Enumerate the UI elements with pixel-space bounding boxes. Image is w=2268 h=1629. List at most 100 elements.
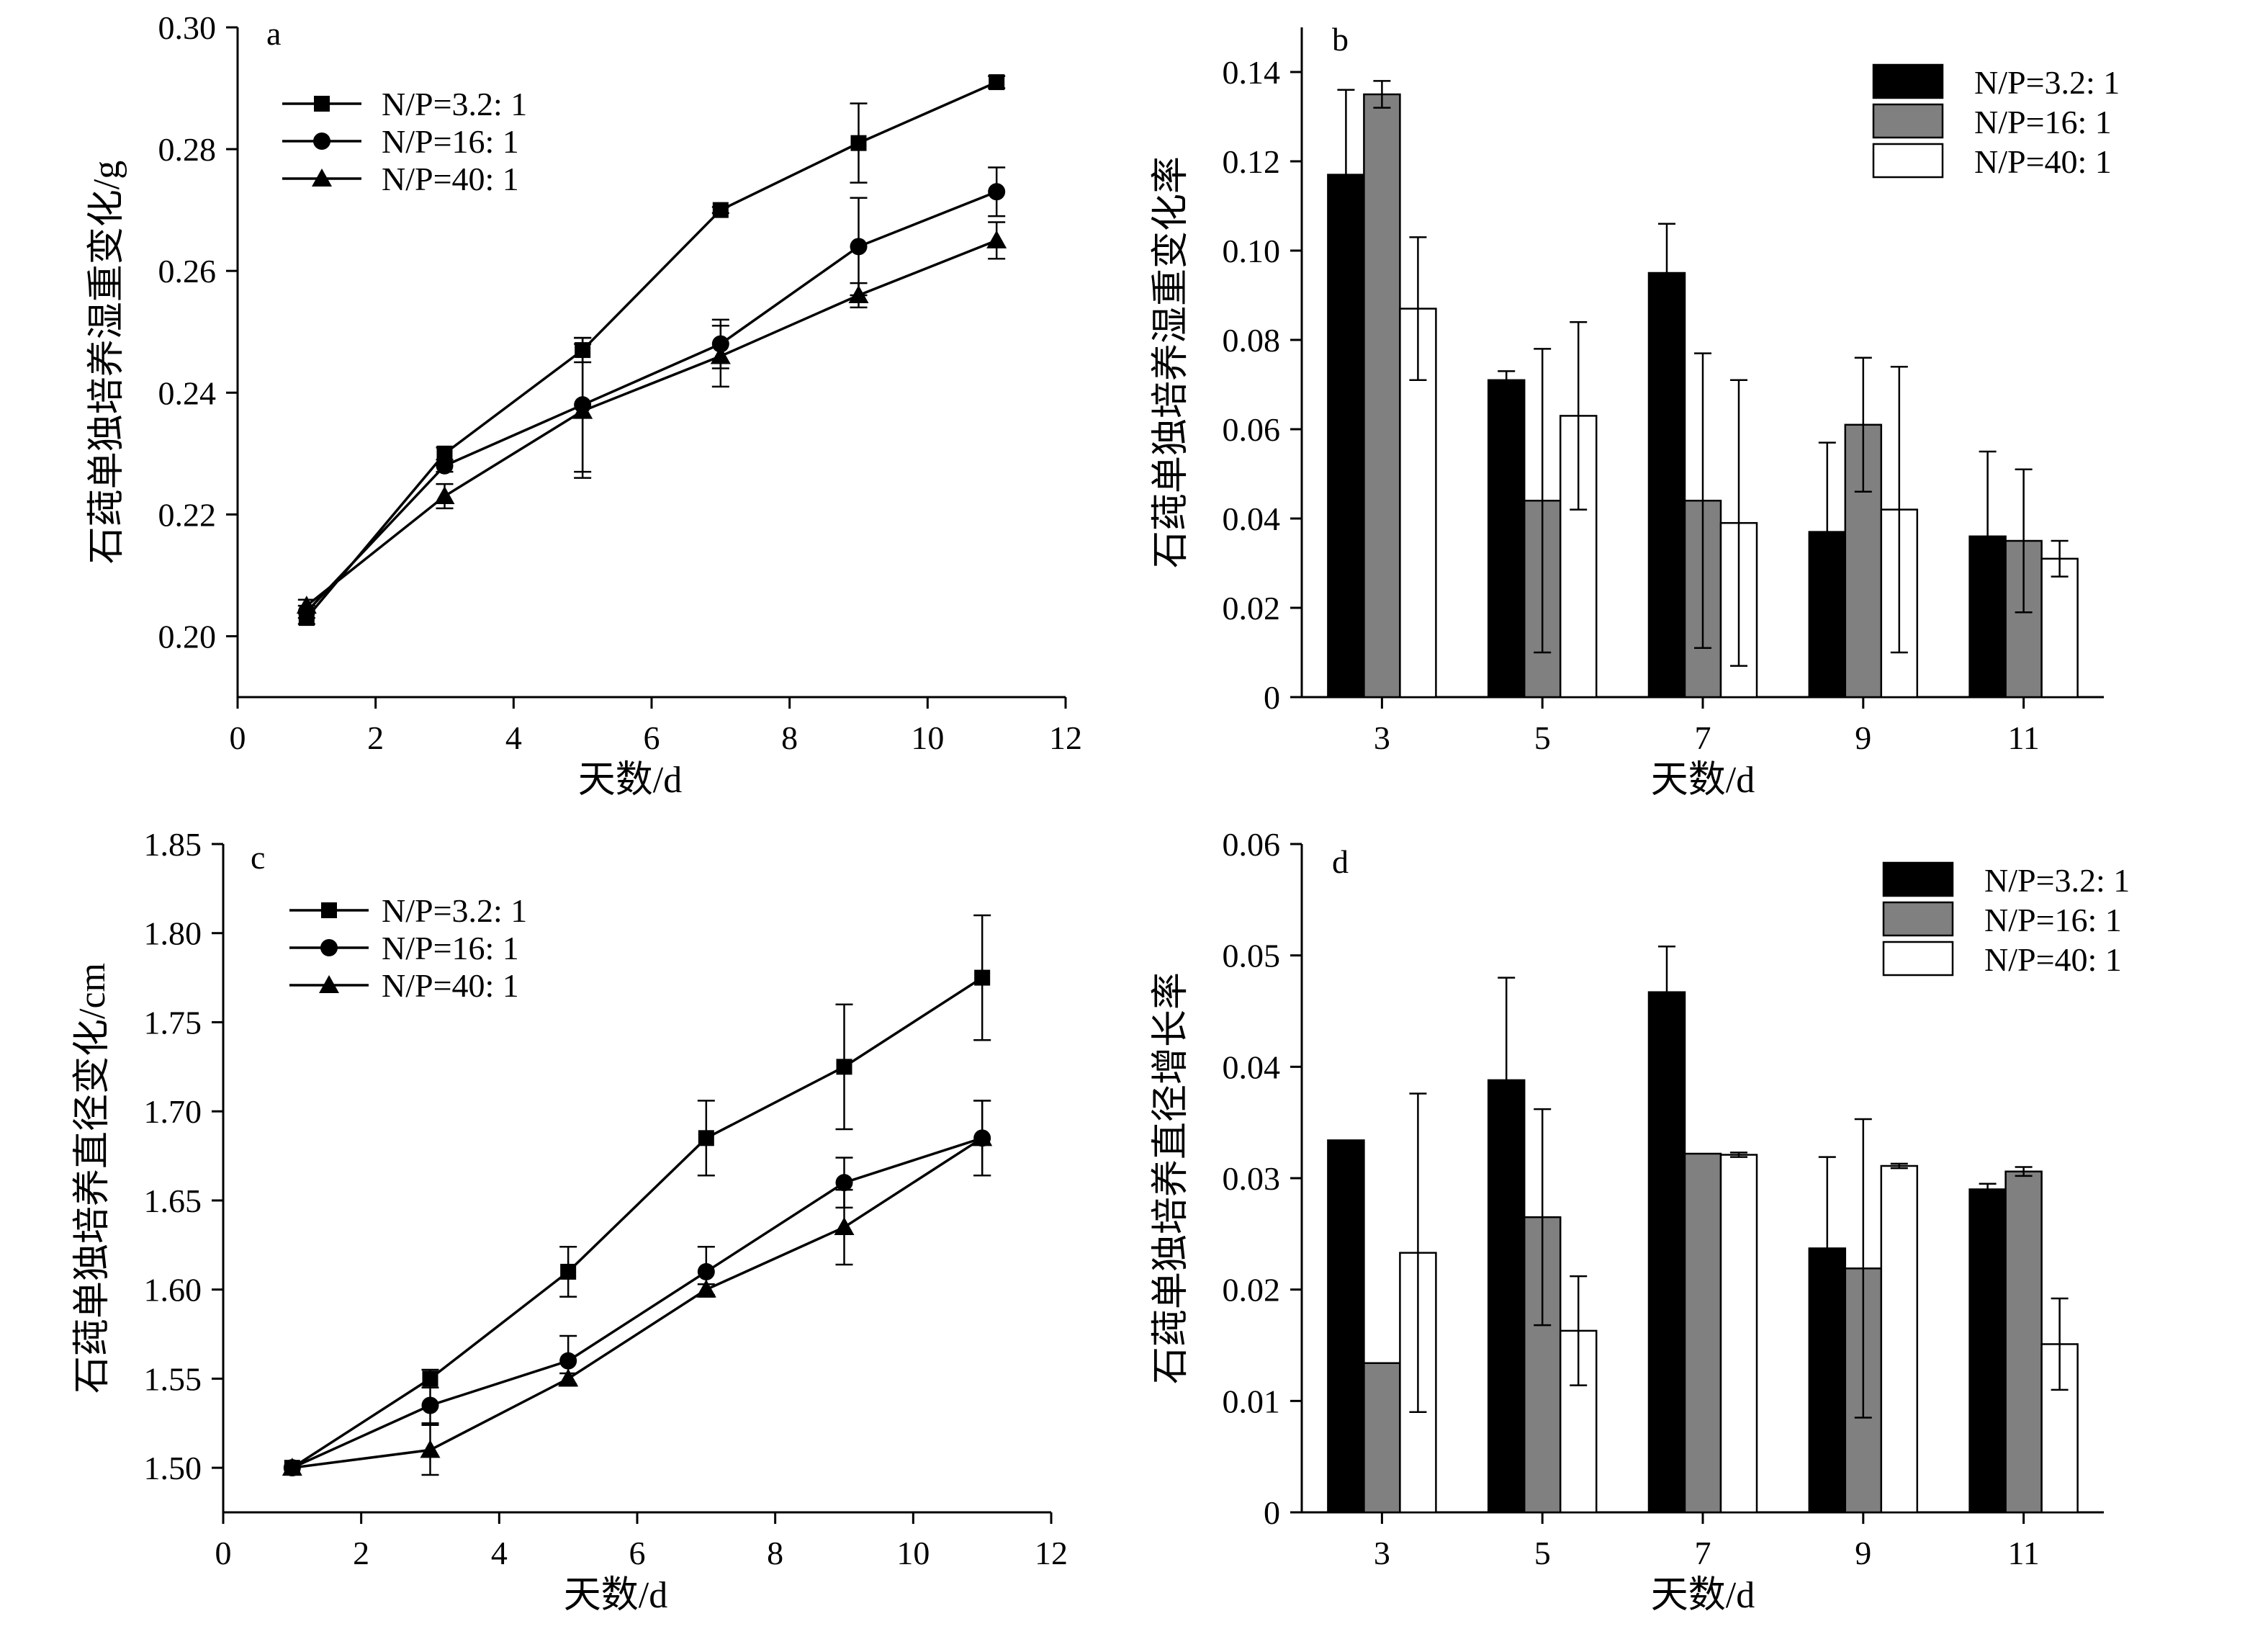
legend-label: N/P=40: 1 (382, 161, 519, 197)
data-point (572, 400, 593, 419)
y-tick-label: 0 (1264, 679, 1280, 716)
x-tick-label: 5 (1534, 1535, 1551, 1571)
data-point (712, 202, 729, 218)
x-tick-label: 5 (1534, 719, 1551, 756)
bar (2004, 1170, 2043, 1514)
data-point (988, 183, 1006, 201)
x-tick-label: 8 (767, 1535, 783, 1571)
panel-d-bar-chart: 0 0.01 0.02 0.03 0.04 0.05 0.06 3 5 7 9 11 天数/d 石莼单独培… (1151, 826, 2130, 1616)
data-point (850, 238, 868, 256)
y-tick-label: 0.26 (158, 253, 217, 290)
legend-swatch (1872, 63, 1944, 99)
x-tick-label: 8 (781, 719, 798, 756)
data-point (850, 135, 867, 151)
x-tick-label: 9 (1855, 1535, 1871, 1571)
y-axis-label: 石莼单独培养湿重变化/g (86, 161, 127, 564)
y-tick-label: 1.65 (144, 1183, 202, 1219)
x-tick-label: 2 (367, 719, 384, 756)
bar (1968, 1188, 2007, 1514)
y-tick-label: 0.03 (1223, 1160, 1281, 1197)
series-line (292, 1136, 983, 1469)
x-tick-label: 6 (629, 1535, 646, 1571)
y-tick-label: 1.50 (144, 1450, 202, 1486)
y-tick-label: 0.05 (1223, 938, 1281, 974)
data-point (558, 1368, 579, 1387)
y-tick-label: 0.10 (1223, 233, 1281, 269)
legend-marker (320, 939, 338, 956)
legend-label: N/P=40: 1 (1974, 143, 2112, 180)
legend-swatch (1882, 901, 1954, 937)
y-tick-label: 0.30 (158, 9, 217, 46)
y-tick-label: 0.14 (1223, 54, 1281, 91)
data-point (974, 969, 991, 986)
data-point (697, 1262, 715, 1280)
bar (1880, 1164, 1919, 1514)
data-point (848, 285, 869, 303)
bar (1719, 1154, 1758, 1514)
legend-marker (314, 96, 330, 112)
bar (1647, 991, 1686, 1514)
data-point (422, 1370, 438, 1387)
legend-marker (319, 975, 339, 993)
panel-c-line-chart: 1.50 1.55 1.60 1.65 1.70 1.75 1.80 1.85 0 2 4 6 8 10 1… (72, 826, 1068, 1616)
bar (1327, 174, 1365, 699)
bar (1647, 272, 1686, 699)
y-tick-label: 0 (1264, 1494, 1280, 1531)
y-tick-label: 0.06 (1223, 411, 1281, 448)
x-tick-label: 7 (1695, 1535, 1711, 1571)
legend-marker (313, 133, 330, 150)
legend-label: N/P=16: 1 (1974, 104, 2112, 140)
data-point (420, 1440, 441, 1458)
y-tick-label: 0.20 (158, 618, 217, 655)
legend-label: N/P=40: 1 (382, 967, 519, 1004)
data-point (296, 596, 317, 614)
data-point (710, 346, 731, 364)
y-tick-label: 1.75 (144, 1004, 202, 1041)
y-tick-label: 0.02 (1223, 1272, 1281, 1309)
x-tick-label: 12 (1035, 1535, 1068, 1571)
y-tick-label: 0.04 (1223, 1049, 1281, 1085)
data-point (559, 1352, 577, 1370)
y-tick-label: 0.28 (158, 131, 217, 168)
data-point (696, 1279, 716, 1298)
legend-swatch (1882, 941, 1954, 977)
data-point (989, 74, 1005, 91)
data-point (560, 1263, 577, 1280)
x-tick-label: 10 (911, 719, 944, 756)
series-line (292, 1136, 984, 1469)
bar (1363, 93, 1401, 699)
y-tick-label: 0.04 (1223, 501, 1281, 537)
y-tick-label: 1.85 (144, 826, 202, 863)
bar (2040, 557, 2079, 699)
y-tick-label: 0.08 (1223, 322, 1281, 359)
x-axis-label: 天数/d (1651, 760, 1755, 801)
panel-letter: c (251, 839, 265, 876)
x-tick-label: 0 (230, 719, 246, 756)
y-axis-label: 石莼单独培养湿重变化率 (1151, 156, 1192, 568)
y-tick-label: 1.80 (144, 915, 202, 952)
panel-b-bar-chart: 0 0.02 0.04 0.06 0.08 0.10 0.12 0.14 3 5 7 9 11 天数/d 石… (1151, 21, 2120, 801)
data-point (436, 445, 453, 462)
x-tick-label: 11 (2007, 1535, 2039, 1571)
y-tick-label: 0.02 (1223, 590, 1281, 627)
y-tick-label: 0.24 (158, 374, 217, 411)
legend-marker (312, 169, 332, 187)
legend-label: N/P=3.2: 1 (382, 892, 527, 929)
bar (1327, 1139, 1365, 1514)
legend-label: N/P=3.2: 1 (1974, 64, 2120, 101)
series-line (305, 81, 997, 619)
y-axis-label: 石莼单独培养直径增长率 (1151, 972, 1192, 1384)
legend-label: N/P=16: 1 (382, 930, 519, 966)
y-tick-label: 0.22 (158, 496, 217, 533)
x-axis-label: 天数/d (578, 760, 682, 801)
bar (1363, 1362, 1401, 1514)
bar (1683, 1152, 1722, 1514)
data-point (986, 230, 1007, 248)
x-tick-label: 3 (1374, 719, 1390, 756)
x-tick-label: 0 (215, 1535, 232, 1571)
panel-a-line-chart: 0.20 0.22 0.24 0.26 0.28 0.30 0 2 4 6 8 10 12 天数/d 石莼单… (86, 9, 1082, 801)
panel-letter: a (266, 15, 281, 52)
series-line (291, 977, 984, 1469)
y-axis-label: 石莼单独培养直径变化/cm (72, 963, 113, 1394)
